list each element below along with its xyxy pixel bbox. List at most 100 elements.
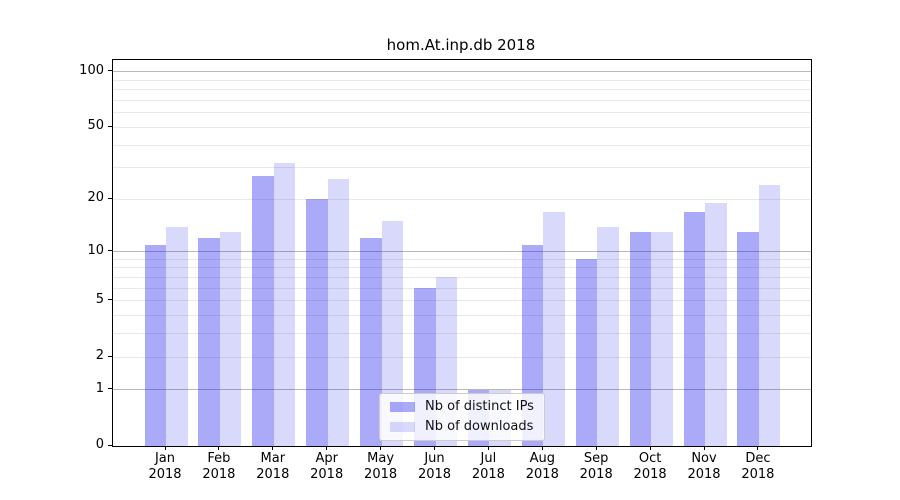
x-tick-mark-sep (595, 446, 597, 450)
gridline-major-1 (113, 389, 811, 391)
x-tick-month-nov: Nov (691, 451, 717, 466)
gridline-minor-40 (113, 144, 811, 146)
legend-item-nb-of-distinct-ips: Nb of distinct IPs (390, 399, 534, 414)
gridline-minor-60 (113, 112, 811, 114)
bars-layer (113, 60, 811, 446)
bar-nb-of-distinct-ips-feb (198, 238, 220, 446)
bar-nb-of-distinct-ips-mar (252, 175, 274, 446)
x-tick-year-mar: 2018 (256, 467, 290, 482)
x-tick-month-jan: Jan (154, 451, 176, 466)
chart-title: hom.At.inp.db 2018 (386, 36, 536, 54)
x-tick-mark-aug (541, 446, 543, 450)
gridline-major-10 (113, 251, 811, 253)
bar-nb-of-downloads-aug (543, 211, 565, 446)
bar-nb-of-downloads-feb (219, 232, 242, 446)
x-tick-year-jan: 2018 (148, 467, 182, 482)
x-tick-month-may: May (367, 451, 395, 466)
x-tick-year-may: 2018 (364, 467, 398, 482)
x-tick-mark-dec (757, 446, 759, 450)
bar-nb-of-downloads-oct (651, 232, 673, 446)
x-tick-mark-jul (487, 446, 489, 450)
y-tick-label-20: 20 (87, 190, 104, 206)
bar-nb-of-distinct-ips-apr (306, 199, 328, 446)
gridline-minor-4 (113, 315, 811, 316)
x-tick-year-sep: 2018 (579, 467, 613, 482)
x-tick-year-jul: 2018 (471, 467, 505, 482)
gridline-minor-80 (113, 89, 811, 91)
bar-nb-of-downloads-may (381, 221, 404, 446)
y-tick-mark-1 (108, 388, 112, 390)
legend-swatch-nb-of-downloads (390, 421, 415, 432)
x-tick-month-sep: Sep (583, 451, 609, 466)
gridline-minor-5 (113, 300, 811, 302)
x-tick-mark-nov (703, 446, 705, 450)
y-tick-label-10: 10 (87, 242, 104, 258)
legend-item-nb-of-downloads: Nb of downloads (390, 419, 534, 434)
bar-nb-of-distinct-ips-sep (575, 259, 598, 446)
bar-nb-of-downloads-dec (758, 185, 781, 446)
x-tick-month-dec: Dec (745, 451, 771, 466)
gridline-minor-30 (113, 167, 811, 169)
x-tick-label-mar: Mar 2018 (241, 451, 305, 483)
gridline-minor-50 (113, 126, 811, 128)
x-tick-year-nov: 2018 (687, 467, 721, 482)
bar-nb-of-downloads-apr (327, 178, 350, 446)
gridline-minor-3 (113, 333, 811, 335)
x-tick-label-dec: Dec 2018 (726, 451, 790, 483)
bar-nb-of-distinct-ips-oct (629, 232, 652, 446)
x-tick-month-apr: Apr (315, 451, 338, 466)
y-tick-label-5: 5 (95, 291, 104, 307)
x-tick-year-feb: 2018 (202, 467, 236, 482)
bar-nb-of-downloads-sep (597, 226, 619, 446)
x-tick-mark-apr (326, 446, 328, 450)
gridline-minor-8 (113, 267, 811, 269)
plot-area: Nb of distinct IPs Nb of downloads (112, 59, 812, 447)
grid-layer (113, 60, 811, 446)
bar-nb-of-downloads-nov (705, 203, 727, 446)
x-tick-label-apr: Apr 2018 (295, 451, 359, 483)
bar-nb-of-downloads-jan (166, 226, 188, 446)
y-tick-mark-0 (108, 444, 112, 446)
bar-nb-of-downloads-mar (273, 162, 296, 446)
gridline-major-100 (113, 71, 811, 73)
x-tick-year-apr: 2018 (310, 467, 344, 482)
x-tick-month-oct: Oct (638, 451, 662, 466)
legend-label-nb-of-distinct-ips: Nb of distinct IPs (425, 399, 534, 414)
y-tick-label-50: 50 (87, 118, 104, 134)
bar-nb-of-distinct-ips-dec (737, 232, 759, 446)
bar-nb-of-distinct-ips-jan (144, 244, 166, 446)
x-tick-label-oct: Oct 2018 (618, 451, 682, 483)
gridline-minor-2 (113, 356, 811, 358)
x-tick-label-jun: Jun 2018 (403, 451, 467, 483)
x-tick-label-nov: Nov 2018 (672, 451, 736, 483)
gridline-minor-70 (113, 100, 811, 101)
x-tick-mark-mar (272, 446, 274, 450)
y-tick-label-2: 2 (95, 348, 104, 363)
gridline-minor-90 (113, 79, 811, 81)
bar-nb-of-distinct-ips-may (360, 238, 382, 446)
x-tick-month-jun: Jun (424, 451, 445, 466)
x-tick-year-jun: 2018 (417, 467, 452, 482)
gridline-minor-6 (113, 287, 811, 289)
x-tick-month-aug: Aug (529, 451, 555, 466)
gridline-minor-20 (113, 198, 811, 200)
x-tick-mark-jan (164, 446, 166, 450)
y-tick-label-100: 100 (79, 62, 104, 78)
x-tick-label-jan: Jan 2018 (133, 451, 197, 483)
x-tick-year-dec: 2018 (741, 467, 775, 482)
gridline-minor-9 (113, 258, 811, 260)
x-tick-month-jul: Jul (480, 451, 497, 466)
x-tick-year-aug: 2018 (525, 467, 559, 482)
x-tick-label-aug: Aug 2018 (510, 451, 574, 483)
x-tick-year-oct: 2018 (633, 467, 667, 482)
y-tick-mark-20 (108, 197, 112, 199)
y-tick-mark-2 (108, 355, 112, 357)
x-tick-label-jul: Jul 2018 (456, 451, 520, 483)
y-tick-mark-50 (108, 125, 112, 127)
bar-nb-of-distinct-ips-nov (683, 211, 705, 446)
y-tick-mark-10 (108, 250, 112, 252)
legend: Nb of distinct IPs Nb of downloads (379, 393, 545, 441)
y-tick-mark-5 (108, 299, 112, 301)
x-tick-month-feb: Feb (207, 451, 231, 466)
x-tick-label-may: May 2018 (349, 451, 413, 483)
